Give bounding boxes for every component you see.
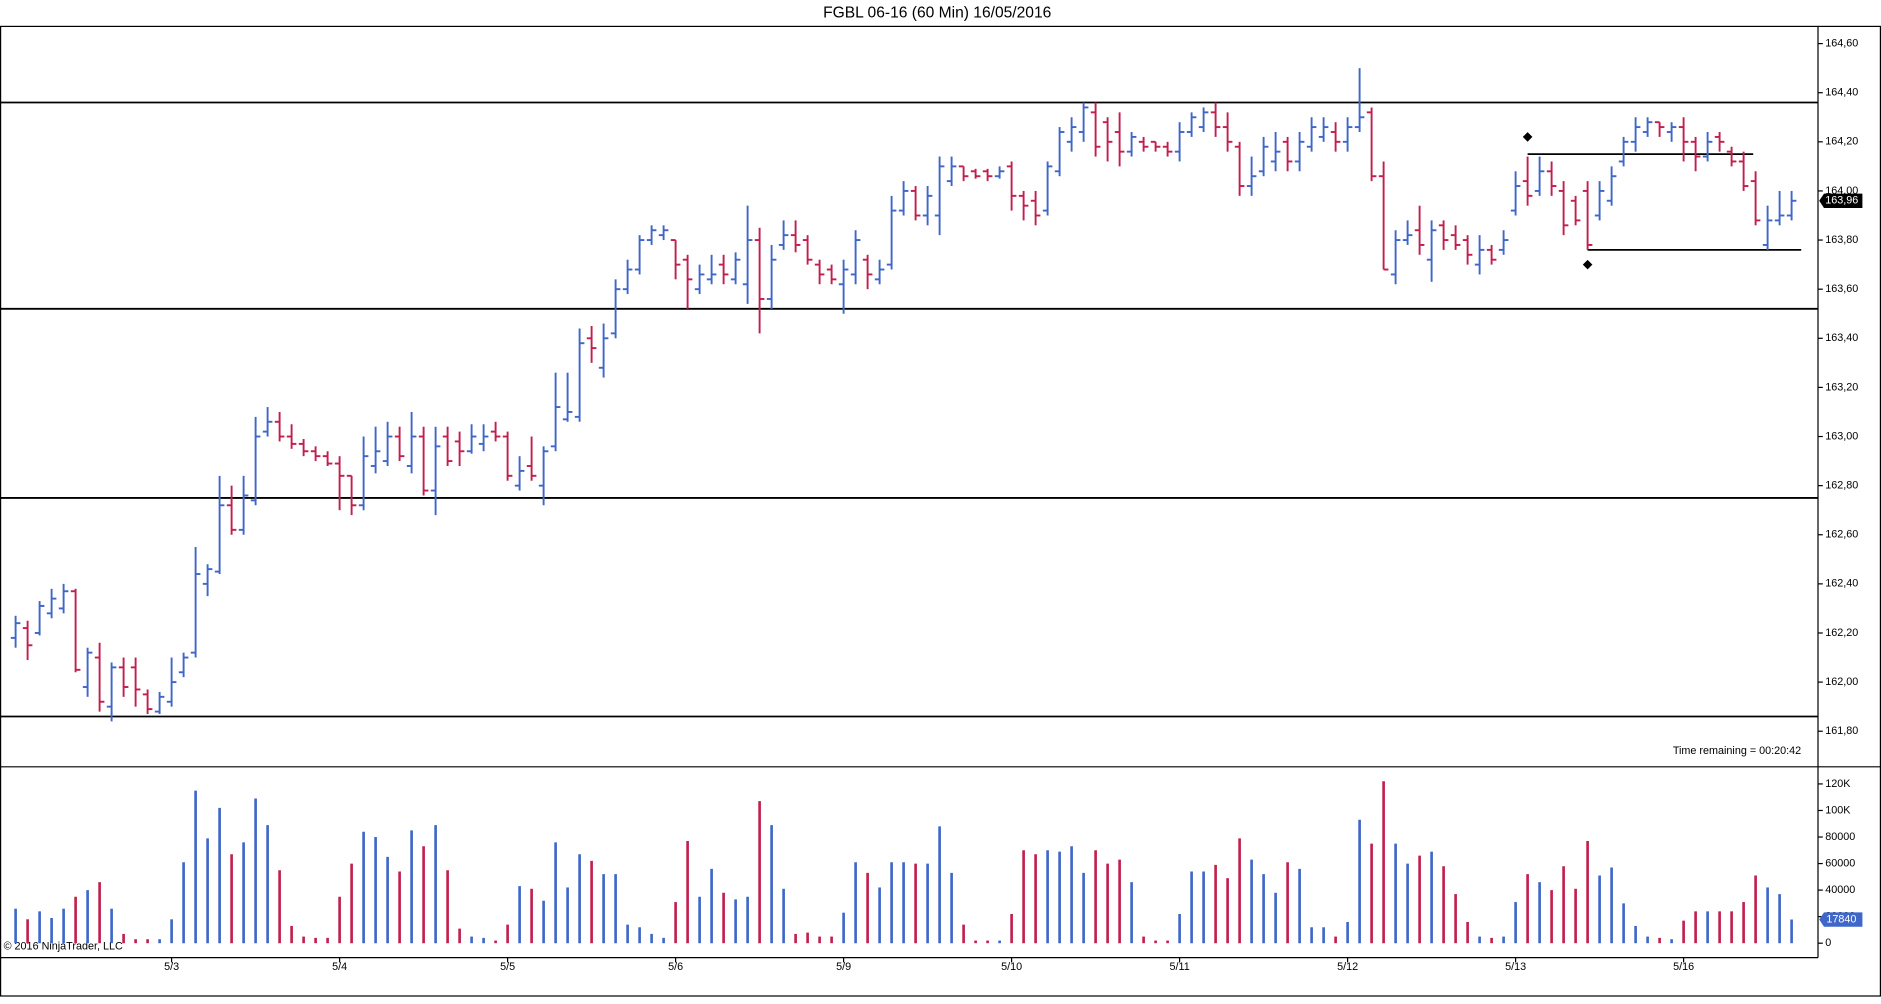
y-tick-label: 163,20 — [1825, 381, 1858, 393]
chart-body: FGBL 06-16 (60 Min) 16/05/2016 Time rema… — [0, 4, 1881, 997]
x-tick-label: 5/16 — [1673, 961, 1694, 973]
y-tick-label: 162,00 — [1825, 676, 1858, 688]
x-tick-label: 5/4 — [332, 961, 347, 973]
y-tick-label: 162,80 — [1825, 479, 1858, 491]
y-tick-label: 161,80 — [1825, 725, 1858, 737]
y-tick-label: 162,60 — [1825, 529, 1858, 541]
last-volume-box — [1819, 912, 1863, 927]
last-volume-label: 17840 — [1826, 913, 1856, 925]
x-tick-label: 5/9 — [836, 961, 851, 973]
x-tick-label: 5/12 — [1337, 961, 1358, 973]
volume-tick-label: 0 — [1825, 937, 1831, 949]
y-tick-label: 163,60 — [1825, 283, 1858, 295]
y-tick-label: 163,80 — [1825, 234, 1858, 246]
x-tick-label: 5/5 — [500, 961, 515, 973]
y-tick-label: 162,20 — [1825, 627, 1858, 639]
y-tick-label: 164,20 — [1825, 136, 1858, 148]
volume-tick-label: 100K — [1825, 804, 1851, 816]
y-tick-label: 164,60 — [1825, 37, 1858, 49]
copyright: © 2016 NinjaTrader, LLC — [4, 941, 123, 953]
volume-tick-label: 40000 — [1825, 884, 1855, 896]
volume-tick-label: 80000 — [1825, 831, 1855, 843]
x-tick-label: 5/13 — [1505, 961, 1526, 973]
last-price-label: 163,96 — [1825, 195, 1858, 207]
x-tick-label: 5/11 — [1169, 961, 1189, 973]
y-tick-label: 164,40 — [1825, 87, 1858, 99]
frame — [0, 25, 1881, 997]
x-tick-label: 5/10 — [1001, 961, 1022, 973]
y-tick-label: 163,40 — [1825, 332, 1858, 344]
y-tick-label: 163,00 — [1825, 430, 1858, 442]
chart-title: FGBL 06-16 (60 Min) 16/05/2016 — [823, 4, 1051, 21]
y-tick-label: 162,40 — [1825, 578, 1858, 590]
x-tick-label: 5/3 — [164, 961, 179, 973]
time-remaining: Time remaining = 00:20:42 — [1673, 745, 1801, 757]
volume-tick-label: 60000 — [1825, 857, 1855, 869]
last-price-box — [1819, 193, 1863, 208]
x-tick-label: 5/6 — [668, 961, 683, 973]
volume-tick-label: 120K — [1825, 778, 1851, 790]
